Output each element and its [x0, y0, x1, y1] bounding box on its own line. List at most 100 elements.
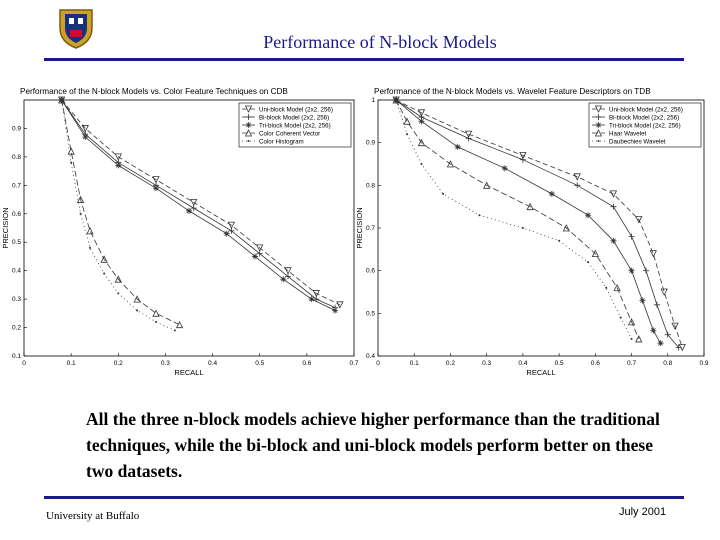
chart-1-series-3-point — [82, 133, 89, 140]
chart-1-xtick-label: 0.5 — [255, 360, 264, 367]
chart-2-series-3-point — [548, 190, 555, 197]
footer-divider — [44, 496, 684, 499]
slide-title: Performance of N-block Models — [263, 32, 497, 52]
chart-2-series-3-point — [501, 165, 508, 172]
chart-2-ytick-label: 0.7 — [366, 225, 375, 232]
chart-1-series-3-point — [308, 296, 315, 303]
chart-1-xtick-label: 0.3 — [161, 360, 170, 367]
chart-1-series-1-line — [61, 99, 341, 306]
chart-1-series-5-point — [103, 272, 106, 275]
chart-2-ytick-label: 1 — [371, 97, 375, 104]
chart-1-legend-label: Color Coherent Vector — [259, 130, 320, 137]
chart-1-xtick-label: 0.7 — [349, 360, 358, 367]
chart-2-ytick-label: 0.5 — [366, 310, 375, 317]
chart-2-series-1-point — [635, 216, 643, 224]
chart-1-series-5-point — [117, 292, 120, 295]
chart-2-series-1-point — [609, 190, 618, 198]
chart-1-legend-label: Tri-block Model (2x2, 256) — [259, 122, 331, 129]
chart-2-legend-label: Haar Wavelet — [609, 130, 647, 137]
chart-2-series-3-point — [628, 267, 635, 274]
chart-2-series-3-point — [657, 340, 664, 347]
chart-2-series-2-point — [653, 301, 660, 308]
chart-2-series-5-point — [442, 192, 445, 195]
chart-1-series-4-line — [61, 99, 180, 326]
chart-2-series-1-point — [519, 152, 527, 160]
chart-1-series-3-point — [186, 207, 192, 214]
chart-1: Performance of the N-block Models vs. Co… — [1, 87, 359, 377]
chart-2-xtick-label: 0.8 — [663, 360, 672, 367]
chart-1-series-5 — [60, 99, 176, 332]
chart-1-series-3-point — [153, 185, 159, 192]
chart-1-series-3-point — [252, 253, 258, 260]
chart-2-series-5-point — [420, 163, 423, 165]
chart-1-xtick-label: 0.6 — [302, 360, 311, 367]
chart-1-xtick-label: 0.4 — [208, 360, 217, 367]
chart-1-ytick-label: 0.9 — [12, 125, 21, 132]
chart-1-series-4-point — [58, 96, 66, 104]
chart-1-series-4 — [58, 96, 184, 329]
chart-2-legend: Uni-block Model (2x2, 256)Bi-block Model… — [588, 102, 702, 148]
chart-2-series-1-point — [464, 130, 473, 139]
title-divider — [44, 58, 684, 61]
chart-1-series-5-point — [70, 161, 73, 164]
chart-2-series-1-point — [417, 109, 426, 117]
chart-1-series-1-point — [256, 244, 264, 252]
chart-2-legend-marker — [595, 114, 602, 120]
chart-2-series-3-point — [585, 212, 592, 219]
chart-2-series-2-point — [664, 331, 671, 338]
chart-1-ytick-label: 0.8 — [12, 154, 21, 161]
chart-2-series-1 — [392, 96, 686, 352]
chart-2-series-4-point — [591, 249, 599, 258]
chart-1-legend-marker — [244, 105, 253, 113]
charts-area: Performance of the N-block Models vs. Co… — [1, 87, 709, 377]
chart-1-legend-label: Bi-block Model (2x2, 256) — [259, 114, 329, 121]
chart-1-series-4-point — [100, 255, 108, 263]
chart-2-ytick-label: 0.4 — [366, 353, 375, 360]
chart-1-series-5-point — [60, 99, 63, 101]
chart-2-series-5-point — [630, 337, 633, 340]
chart-2-ylabel: PRECISION — [355, 207, 364, 248]
chart-2-series-4-point — [403, 117, 411, 125]
chart-1-series-2-point — [190, 205, 197, 212]
chart-1-series-3-point — [115, 162, 122, 169]
chart-1-legend-label: Uni-block Model (2x2, 256) — [259, 106, 333, 113]
chart-1-legend: Uni-block Model (2x2, 256)Bi-block Model… — [238, 102, 352, 148]
chart-1-series-1-point — [152, 176, 160, 184]
chart-1-ytick-label: 0.6 — [12, 211, 21, 218]
chart-1-legend-marker — [244, 129, 253, 137]
chart-2-xtick-label: 0.7 — [627, 360, 636, 367]
chart-1-series-3-point — [280, 276, 287, 283]
chart-1-series-5-point — [89, 246, 91, 249]
university-seal-logo — [56, 6, 96, 50]
chart-2-series-4 — [392, 96, 643, 343]
chart-1-series-1-point — [312, 290, 320, 298]
chart-2-legend-marker — [594, 129, 603, 137]
chart-2-series-4-point — [446, 160, 455, 168]
chart-1-series-5-line — [61, 99, 176, 331]
chart-1-ytick-label: 0.7 — [12, 182, 21, 189]
chart-2-series-4-point — [417, 138, 426, 147]
chart-1-series-1-point — [81, 125, 89, 133]
chart-2-series-1-point — [660, 288, 668, 296]
chart-1-ytick-label: 0.3 — [12, 296, 21, 303]
chart-1-legend-label: Color Histogram — [259, 138, 304, 145]
chart-2-series-5 — [395, 99, 633, 340]
chart-1-series-2-line — [61, 99, 336, 308]
chart-2-xlabel: RECALL — [526, 368, 555, 377]
chart-2-legend-label: Uni-block Model (2x2, 256) — [609, 106, 683, 113]
chart-2-series-4-line — [395, 99, 640, 340]
chart-2-series-5-point — [619, 316, 622, 319]
chart-1-ylabel: PRECISION — [1, 207, 10, 248]
chart-2-xtick-label: 0 — [376, 360, 380, 367]
chart-2-xtick-label: 0.1 — [410, 360, 419, 367]
chart-2-series-5-point — [521, 227, 524, 229]
chart-1-series-5-point — [155, 320, 157, 323]
chart-1-series-1-point — [114, 153, 122, 161]
chart-1-ytick-label: 0.4 — [12, 268, 21, 275]
chart-2-ytick-label: 0.9 — [366, 140, 375, 147]
chart-2-series-2-point — [465, 135, 472, 142]
chart-1-ytick-label: 0.1 — [12, 353, 21, 360]
chart-1-legend-box — [238, 102, 352, 148]
chart-1-series-2-point — [228, 227, 235, 234]
chart-1-series-3 — [58, 97, 339, 314]
